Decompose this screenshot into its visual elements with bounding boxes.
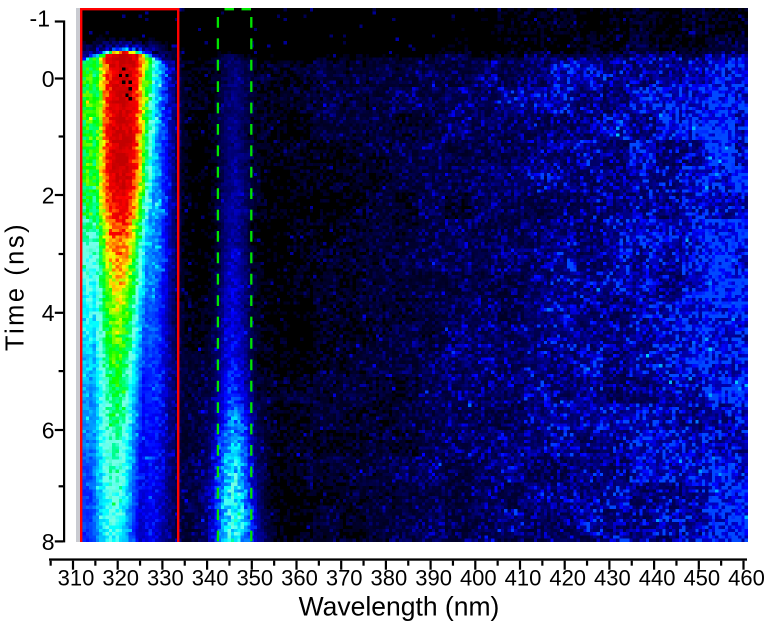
svg-text:350: 350 bbox=[236, 566, 273, 591]
svg-text:390: 390 bbox=[415, 566, 452, 591]
svg-text:340: 340 bbox=[192, 566, 229, 591]
svg-text:Wavelength (nm): Wavelength (nm) bbox=[299, 592, 500, 622]
svg-text:320: 320 bbox=[102, 566, 139, 591]
svg-text:-1: -1 bbox=[30, 5, 50, 31]
svg-text:2: 2 bbox=[42, 182, 55, 208]
svg-text:370: 370 bbox=[326, 566, 363, 591]
svg-text:380: 380 bbox=[371, 566, 408, 591]
svg-text:4: 4 bbox=[42, 300, 55, 326]
svg-text:410: 410 bbox=[505, 566, 542, 591]
svg-text:Time (ns): Time (ns) bbox=[2, 222, 30, 351]
svg-text:310: 310 bbox=[58, 566, 95, 591]
svg-text:330: 330 bbox=[147, 566, 184, 591]
svg-text:420: 420 bbox=[549, 566, 586, 591]
svg-text:8: 8 bbox=[42, 529, 55, 555]
svg-text:400: 400 bbox=[460, 566, 497, 591]
svg-text:6: 6 bbox=[42, 417, 55, 443]
svg-text:360: 360 bbox=[281, 566, 318, 591]
svg-text:460: 460 bbox=[728, 566, 765, 591]
svg-text:450: 450 bbox=[683, 566, 720, 591]
svg-text:0: 0 bbox=[42, 66, 55, 92]
svg-text:430: 430 bbox=[594, 566, 631, 591]
svg-text:440: 440 bbox=[639, 566, 676, 591]
